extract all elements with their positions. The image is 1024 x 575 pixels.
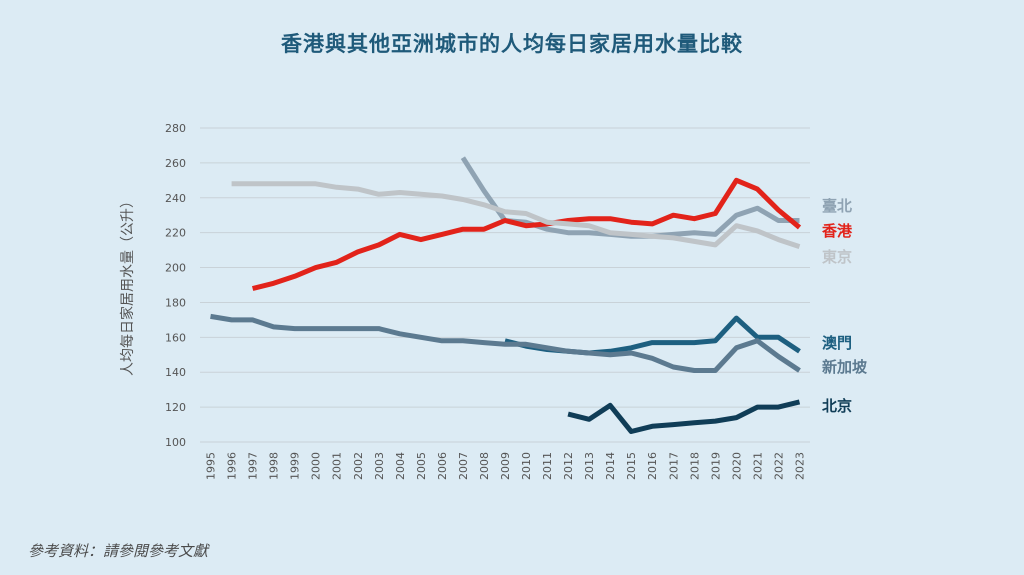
x-tick-label: 2022 (772, 452, 785, 480)
y-tick-label: 140 (165, 366, 186, 379)
x-tick-label: 2017 (667, 452, 680, 480)
x-tick-label: 2016 (646, 452, 659, 480)
y-tick-label: 260 (165, 157, 186, 170)
x-tick-label: 1995 (205, 452, 218, 480)
y-tick-label: 240 (165, 192, 186, 205)
legend-label-0: 臺北 (822, 197, 852, 215)
x-tick-label: 2003 (373, 452, 386, 480)
legend-label-1: 香港 (822, 222, 853, 240)
source-note: 參考資料：請參閱參考文獻 (28, 542, 209, 560)
x-tick-label: 1996 (226, 452, 239, 480)
legend-label-5: 北京 (822, 397, 852, 415)
legend-label-4: 新加坡 (822, 358, 867, 376)
x-tick-label: 2008 (478, 452, 491, 480)
x-tick-label: 2014 (604, 452, 617, 480)
y-tick-label: 200 (165, 262, 186, 275)
series-line-5 (567, 399, 801, 434)
x-tick-label: 2002 (352, 452, 365, 480)
x-tick-label: 2000 (310, 452, 323, 480)
x-tick-label: 1997 (247, 452, 260, 480)
x-tick-label: 2004 (394, 452, 407, 480)
x-tick-label: 2005 (415, 452, 428, 480)
y-axis-label: 人均每日家居用水量（公升） (119, 194, 136, 376)
x-tick-label: 2009 (499, 452, 512, 480)
y-tick-label: 160 (165, 331, 186, 344)
x-tick-label: 2019 (709, 452, 722, 480)
x-tick-label: 2020 (730, 452, 743, 480)
x-axis-ticks: 1995 1996 1997 1998 1999 2000 2001 2002 2003 2004… (205, 452, 807, 480)
series-lines (210, 156, 802, 434)
series-line-2 (231, 181, 801, 249)
x-tick-label: 2013 (583, 452, 596, 480)
series-line-4 (210, 313, 801, 373)
y-tick-label: 100 (165, 436, 186, 449)
y-tick-label: 280 (165, 122, 186, 135)
grid-lines (200, 127, 810, 443)
y-tick-label: 180 (165, 296, 186, 309)
x-tick-label: 2001 (331, 452, 344, 480)
x-tick-label: 2006 (436, 452, 449, 480)
x-tick-label: 2023 (793, 452, 806, 480)
x-tick-label: 2018 (688, 452, 701, 480)
legend-label-3: 澳門 (822, 334, 852, 352)
x-tick-label: 1998 (268, 452, 281, 480)
x-tick-label: 2007 (457, 452, 470, 480)
y-tick-label: 120 (165, 401, 186, 414)
x-tick-label: 2011 (541, 452, 554, 480)
x-tick-label: 2021 (751, 452, 764, 480)
series-line-1 (251, 177, 802, 291)
y-tick-label: 220 (165, 227, 186, 240)
x-tick-label: 1999 (289, 452, 302, 480)
x-tick-label: 2012 (562, 452, 575, 480)
x-tick-label: 2015 (625, 452, 638, 480)
legend-label-2: 東京 (822, 248, 852, 266)
chart-title: 香港與其他亞洲城市的人均每日家居用水量比較 (281, 32, 743, 56)
x-tick-label: 2010 (520, 452, 533, 480)
y-axis-ticks: 100 120 140 160 180 200 220 240 260 280 (165, 122, 186, 449)
